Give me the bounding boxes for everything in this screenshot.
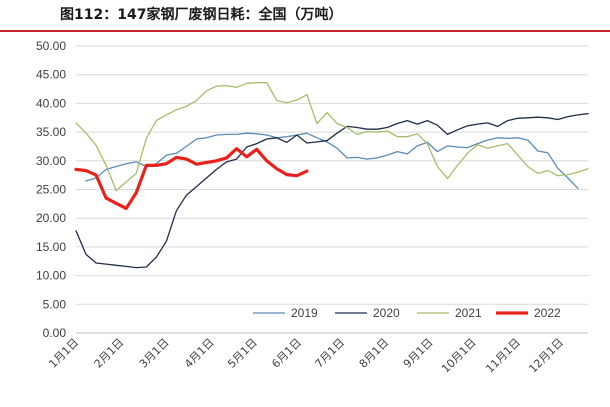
legend: 2019 2020 2021 2022 xyxy=(253,306,561,320)
x-tick-label: 4月1日 xyxy=(182,336,217,371)
y-tick-label: 25.00 xyxy=(36,183,66,197)
x-tick-label: 12月1日 xyxy=(526,336,566,376)
series-line-2022 xyxy=(74,147,309,210)
legend-label-2021: 2021 xyxy=(455,306,482,320)
y-tick-label: 10.00 xyxy=(36,269,66,283)
x-tick-label: 3月1日 xyxy=(137,336,172,371)
y-tick-label: 35.00 xyxy=(36,125,66,139)
y-tick-label: 20.00 xyxy=(36,211,66,225)
figure-title: 图112：147家钢厂废钢日耗：全国（万吨） xyxy=(60,7,343,23)
legend-label-2020: 2020 xyxy=(373,306,400,320)
x-tick-label: 6月1日 xyxy=(269,336,304,371)
y-tick-label: 45.00 xyxy=(36,68,66,82)
y-tick-label: 15.00 xyxy=(36,240,66,254)
y-tick-label: 0.00 xyxy=(43,326,67,340)
y-tick-label: 40.00 xyxy=(36,96,66,110)
y-axis-ticks: 0.00 5.00 10.00 15.00 20.00 25.00 30.00 35.00 40… xyxy=(36,39,66,340)
x-tick-label: 2月1日 xyxy=(92,336,127,371)
x-axis-ticks: 1月1日 2月1日 3月1日 4月1日 5月1日 6月1日 7月1日 8月1日 9月1日 10月1… xyxy=(46,336,566,376)
series-line-2021 xyxy=(75,82,589,192)
x-tick-label: 9月1日 xyxy=(401,336,436,371)
title-underline xyxy=(0,30,610,32)
y-tick-label: 30.00 xyxy=(36,154,66,168)
x-tick-label: 8月1日 xyxy=(357,336,392,371)
y-tick-label: 50.00 xyxy=(36,39,66,53)
series-line-2019 xyxy=(85,132,579,190)
series-lines xyxy=(74,82,589,269)
x-tick-label: 7月1日 xyxy=(313,336,348,371)
series-line-2020 xyxy=(75,113,589,269)
legend-label-2022: 2022 xyxy=(534,306,561,320)
x-tick-label: 10月1日 xyxy=(439,336,479,376)
gridlines xyxy=(76,45,588,334)
x-tick-label: 1月1日 xyxy=(46,336,81,371)
y-tick-label: 5.00 xyxy=(43,297,67,311)
legend-label-2019: 2019 xyxy=(291,306,318,320)
x-tick-label: 5月1日 xyxy=(225,336,260,371)
x-tick-label: 11月1日 xyxy=(483,336,523,376)
